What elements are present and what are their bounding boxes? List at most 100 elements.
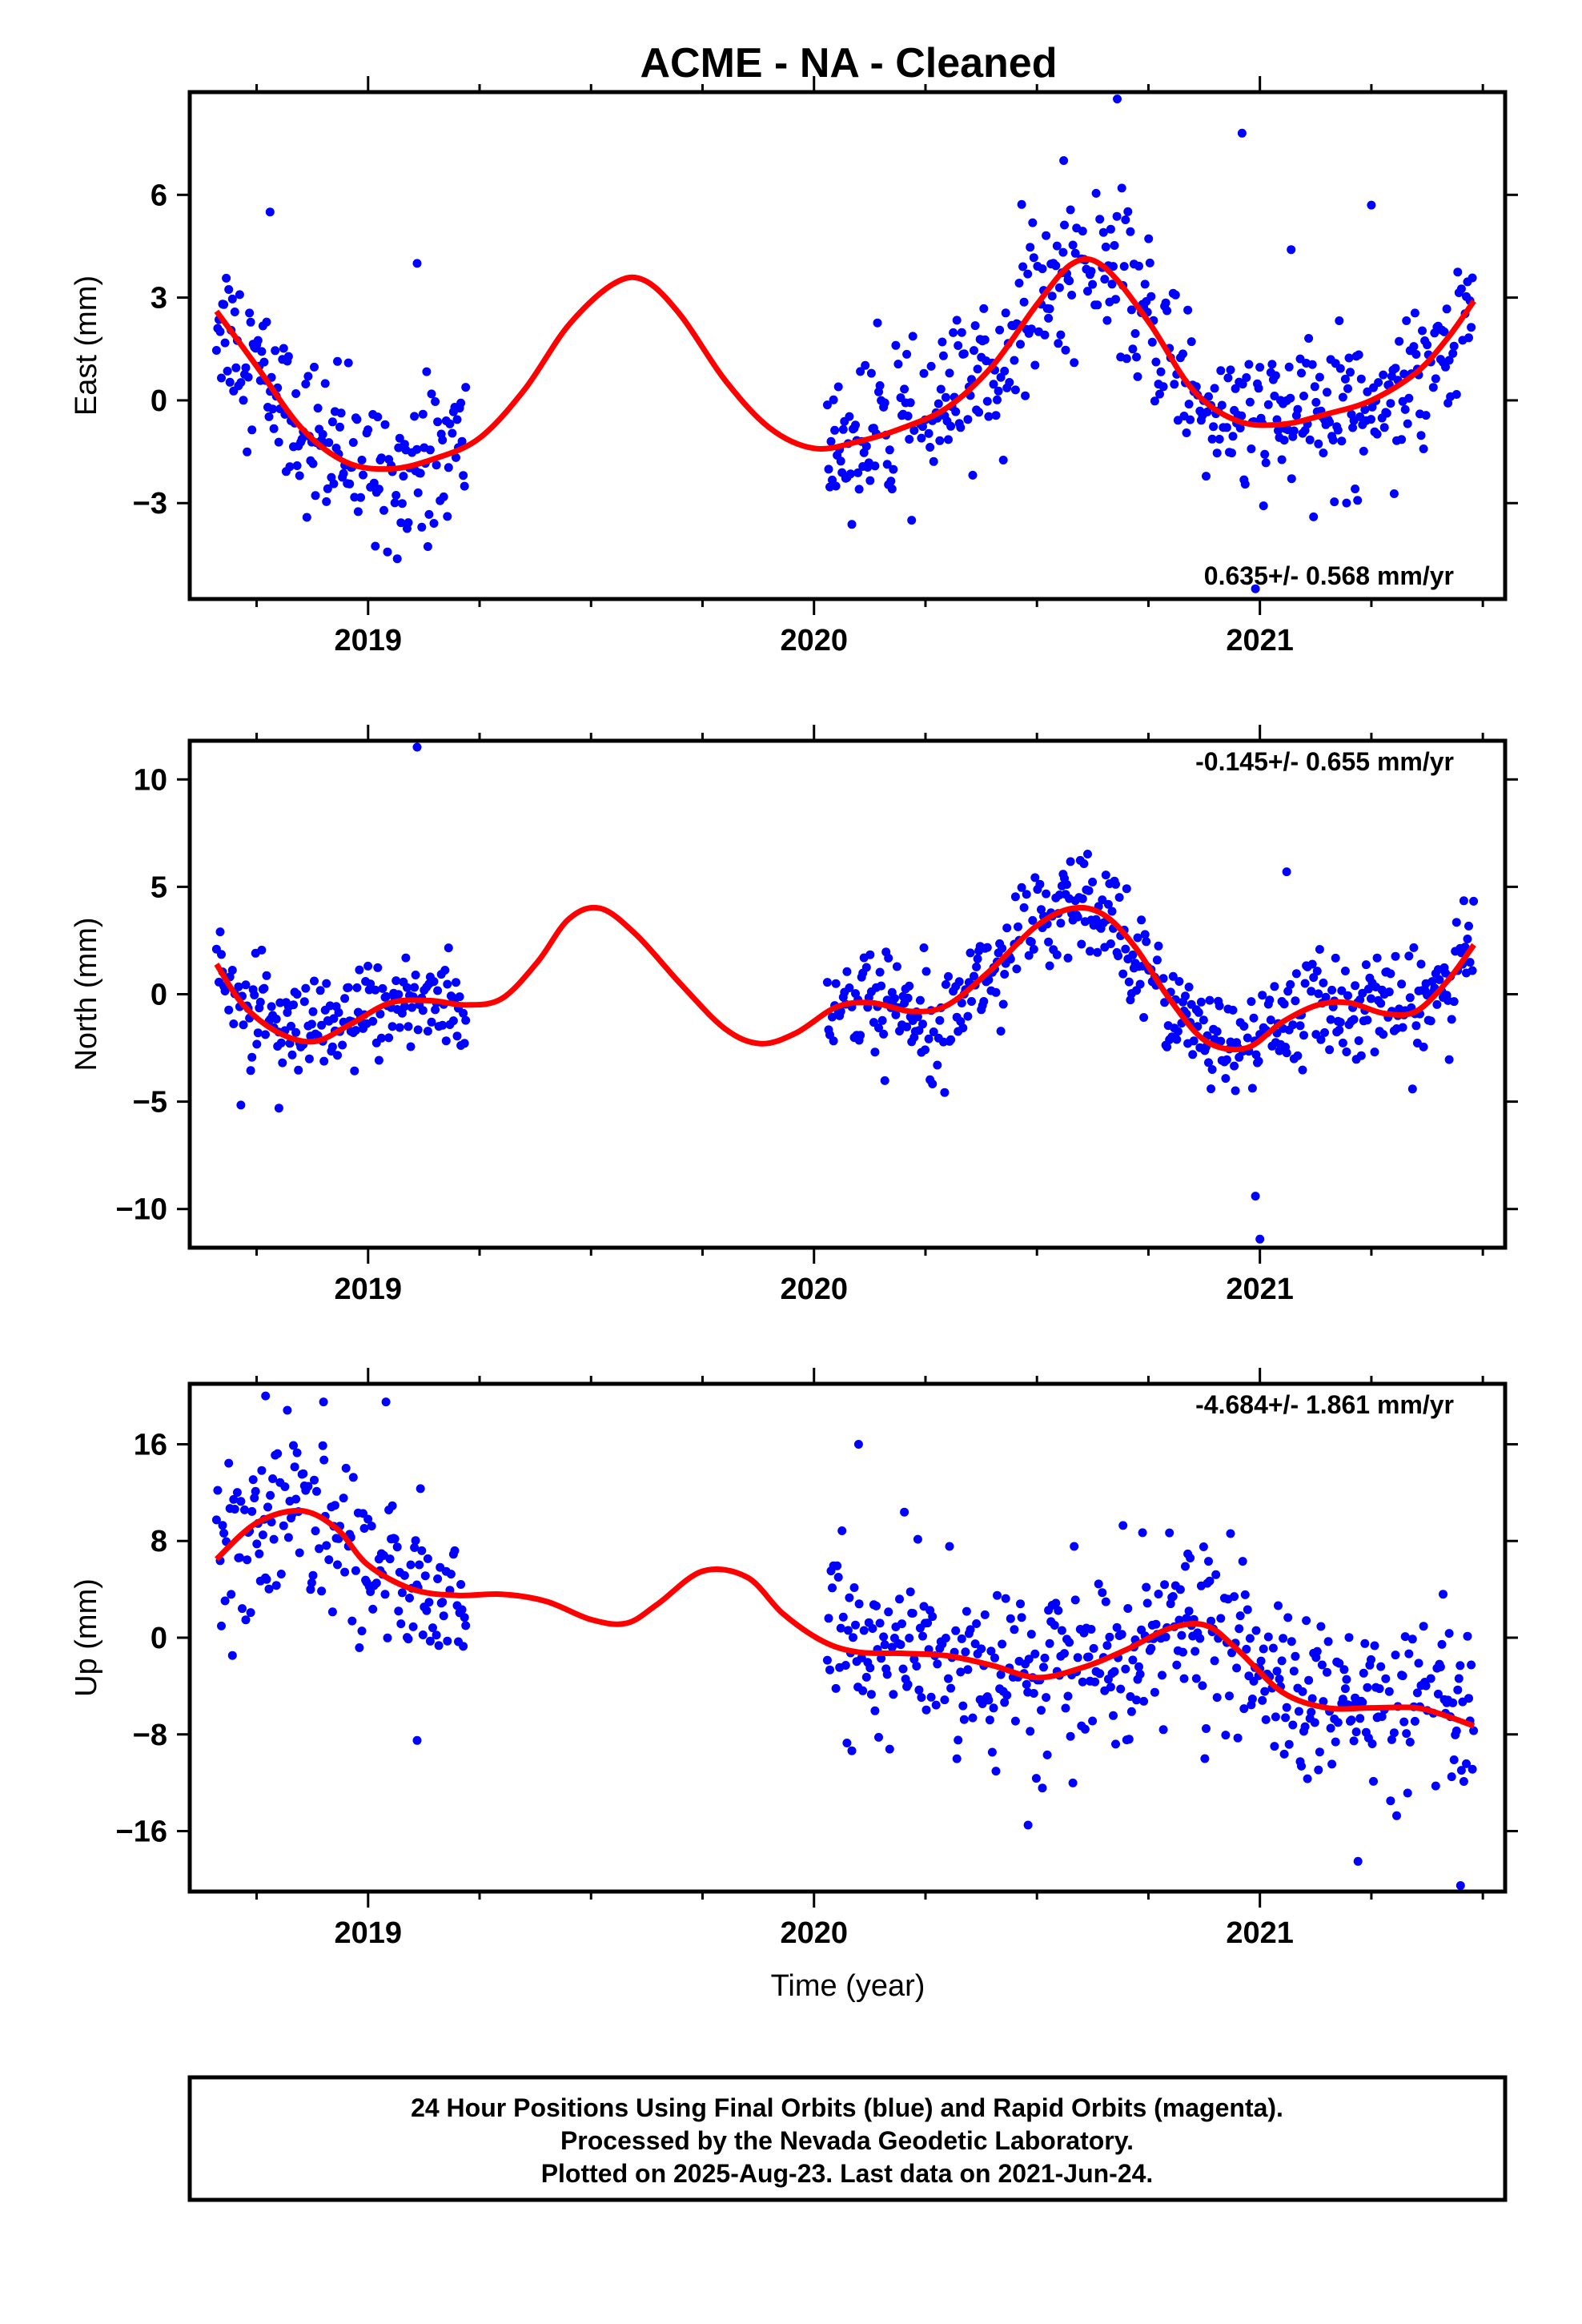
- data-point: [921, 1705, 931, 1715]
- data-point: [1272, 1667, 1282, 1676]
- data-point: [1340, 1684, 1350, 1694]
- data-point: [417, 1546, 427, 1555]
- data-point: [1215, 434, 1224, 444]
- data-point: [417, 522, 427, 532]
- data-point: [941, 392, 950, 402]
- data-point: [1418, 326, 1427, 336]
- data-point: [945, 1542, 954, 1551]
- data-point: [1270, 1742, 1279, 1751]
- data-point: [1054, 339, 1063, 348]
- data-point: [439, 492, 448, 501]
- north-data-points: [211, 742, 1479, 1244]
- data-point: [356, 493, 365, 502]
- data-point: [1128, 950, 1138, 959]
- data-point: [1142, 937, 1151, 947]
- data-point: [319, 1397, 328, 1407]
- data-point: [299, 997, 309, 1007]
- data-point: [392, 1542, 402, 1552]
- data-point: [291, 1027, 301, 1037]
- data-point: [1270, 982, 1279, 991]
- data-point: [1146, 292, 1156, 301]
- data-point: [1295, 1021, 1305, 1031]
- data-point: [895, 1594, 904, 1604]
- data-point: [1367, 200, 1376, 210]
- data-point: [1287, 245, 1296, 255]
- data-point: [1431, 1781, 1440, 1791]
- data-point: [949, 328, 958, 337]
- data-point: [861, 360, 870, 370]
- data-point: [444, 943, 453, 953]
- data-point: [1351, 1727, 1361, 1737]
- data-point: [853, 1440, 863, 1449]
- footer-line-3: Plotted on 2025-Aug-23. Last data on 202…: [541, 2159, 1154, 2188]
- data-point: [870, 461, 880, 471]
- data-point: [258, 1530, 267, 1540]
- data-point: [1327, 1759, 1337, 1769]
- data-point: [1439, 1590, 1447, 1599]
- data-point: [936, 384, 946, 394]
- data-point: [951, 1626, 961, 1635]
- data-point: [1005, 378, 1014, 387]
- data-point: [461, 1621, 471, 1630]
- data-point: [1091, 188, 1101, 198]
- data-point: [914, 1685, 924, 1695]
- data-point: [405, 1594, 414, 1602]
- data-point: [1026, 243, 1035, 252]
- data-point: [944, 1674, 953, 1683]
- data-point: [1052, 241, 1062, 251]
- data-point: [1456, 1766, 1466, 1775]
- data-point: [1405, 993, 1415, 1003]
- data-point: [1146, 1643, 1156, 1653]
- data-point: [341, 1463, 351, 1473]
- data-point: [959, 1715, 969, 1724]
- x-tick-label: 2019: [335, 1273, 403, 1306]
- data-point: [347, 1616, 357, 1626]
- data-point: [1247, 1084, 1257, 1093]
- data-point: [1204, 1557, 1213, 1566]
- data-point: [1444, 356, 1454, 365]
- data-point: [423, 1027, 432, 1036]
- data-point: [1469, 896, 1479, 906]
- data-point: [1063, 953, 1073, 963]
- data-point: [1030, 873, 1040, 883]
- data-point: [1182, 1614, 1191, 1623]
- data-point: [383, 1633, 392, 1642]
- data-point: [274, 1104, 283, 1113]
- data-point: [1228, 1005, 1238, 1015]
- data-point: [1177, 1630, 1186, 1640]
- data-point: [831, 481, 841, 491]
- data-point: [438, 436, 448, 444]
- data-point: [900, 384, 909, 394]
- data-point: [295, 1548, 304, 1558]
- data-point: [1029, 944, 1038, 954]
- data-point: [1113, 94, 1122, 104]
- data-point: [1344, 1633, 1354, 1642]
- data-point: [390, 1534, 400, 1544]
- data-point: [1342, 1675, 1351, 1684]
- data-point: [395, 1023, 404, 1032]
- data-point: [1325, 1045, 1335, 1055]
- data-point: [1309, 512, 1319, 521]
- data-point: [1151, 1619, 1161, 1629]
- data-point: [292, 990, 302, 999]
- data-point: [989, 1703, 998, 1713]
- data-point: [1210, 384, 1219, 393]
- data-point: [1326, 1723, 1335, 1733]
- data-point: [1351, 981, 1360, 991]
- data-point: [917, 1693, 926, 1703]
- data-point: [457, 1605, 467, 1614]
- y-tick-label: 3: [151, 282, 167, 316]
- data-point: [1244, 360, 1254, 369]
- data-point: [400, 1570, 409, 1580]
- data-point: [1251, 1192, 1260, 1201]
- data-point: [994, 386, 1003, 396]
- data-point: [926, 1692, 936, 1702]
- data-point: [399, 472, 408, 481]
- data-point: [343, 983, 353, 992]
- data-point: [1230, 1592, 1239, 1602]
- up-data-points: [211, 1391, 1479, 1890]
- data-point: [1078, 227, 1087, 236]
- data-point: [1400, 1632, 1410, 1642]
- data-point: [1138, 1528, 1147, 1538]
- data-point: [1154, 941, 1163, 951]
